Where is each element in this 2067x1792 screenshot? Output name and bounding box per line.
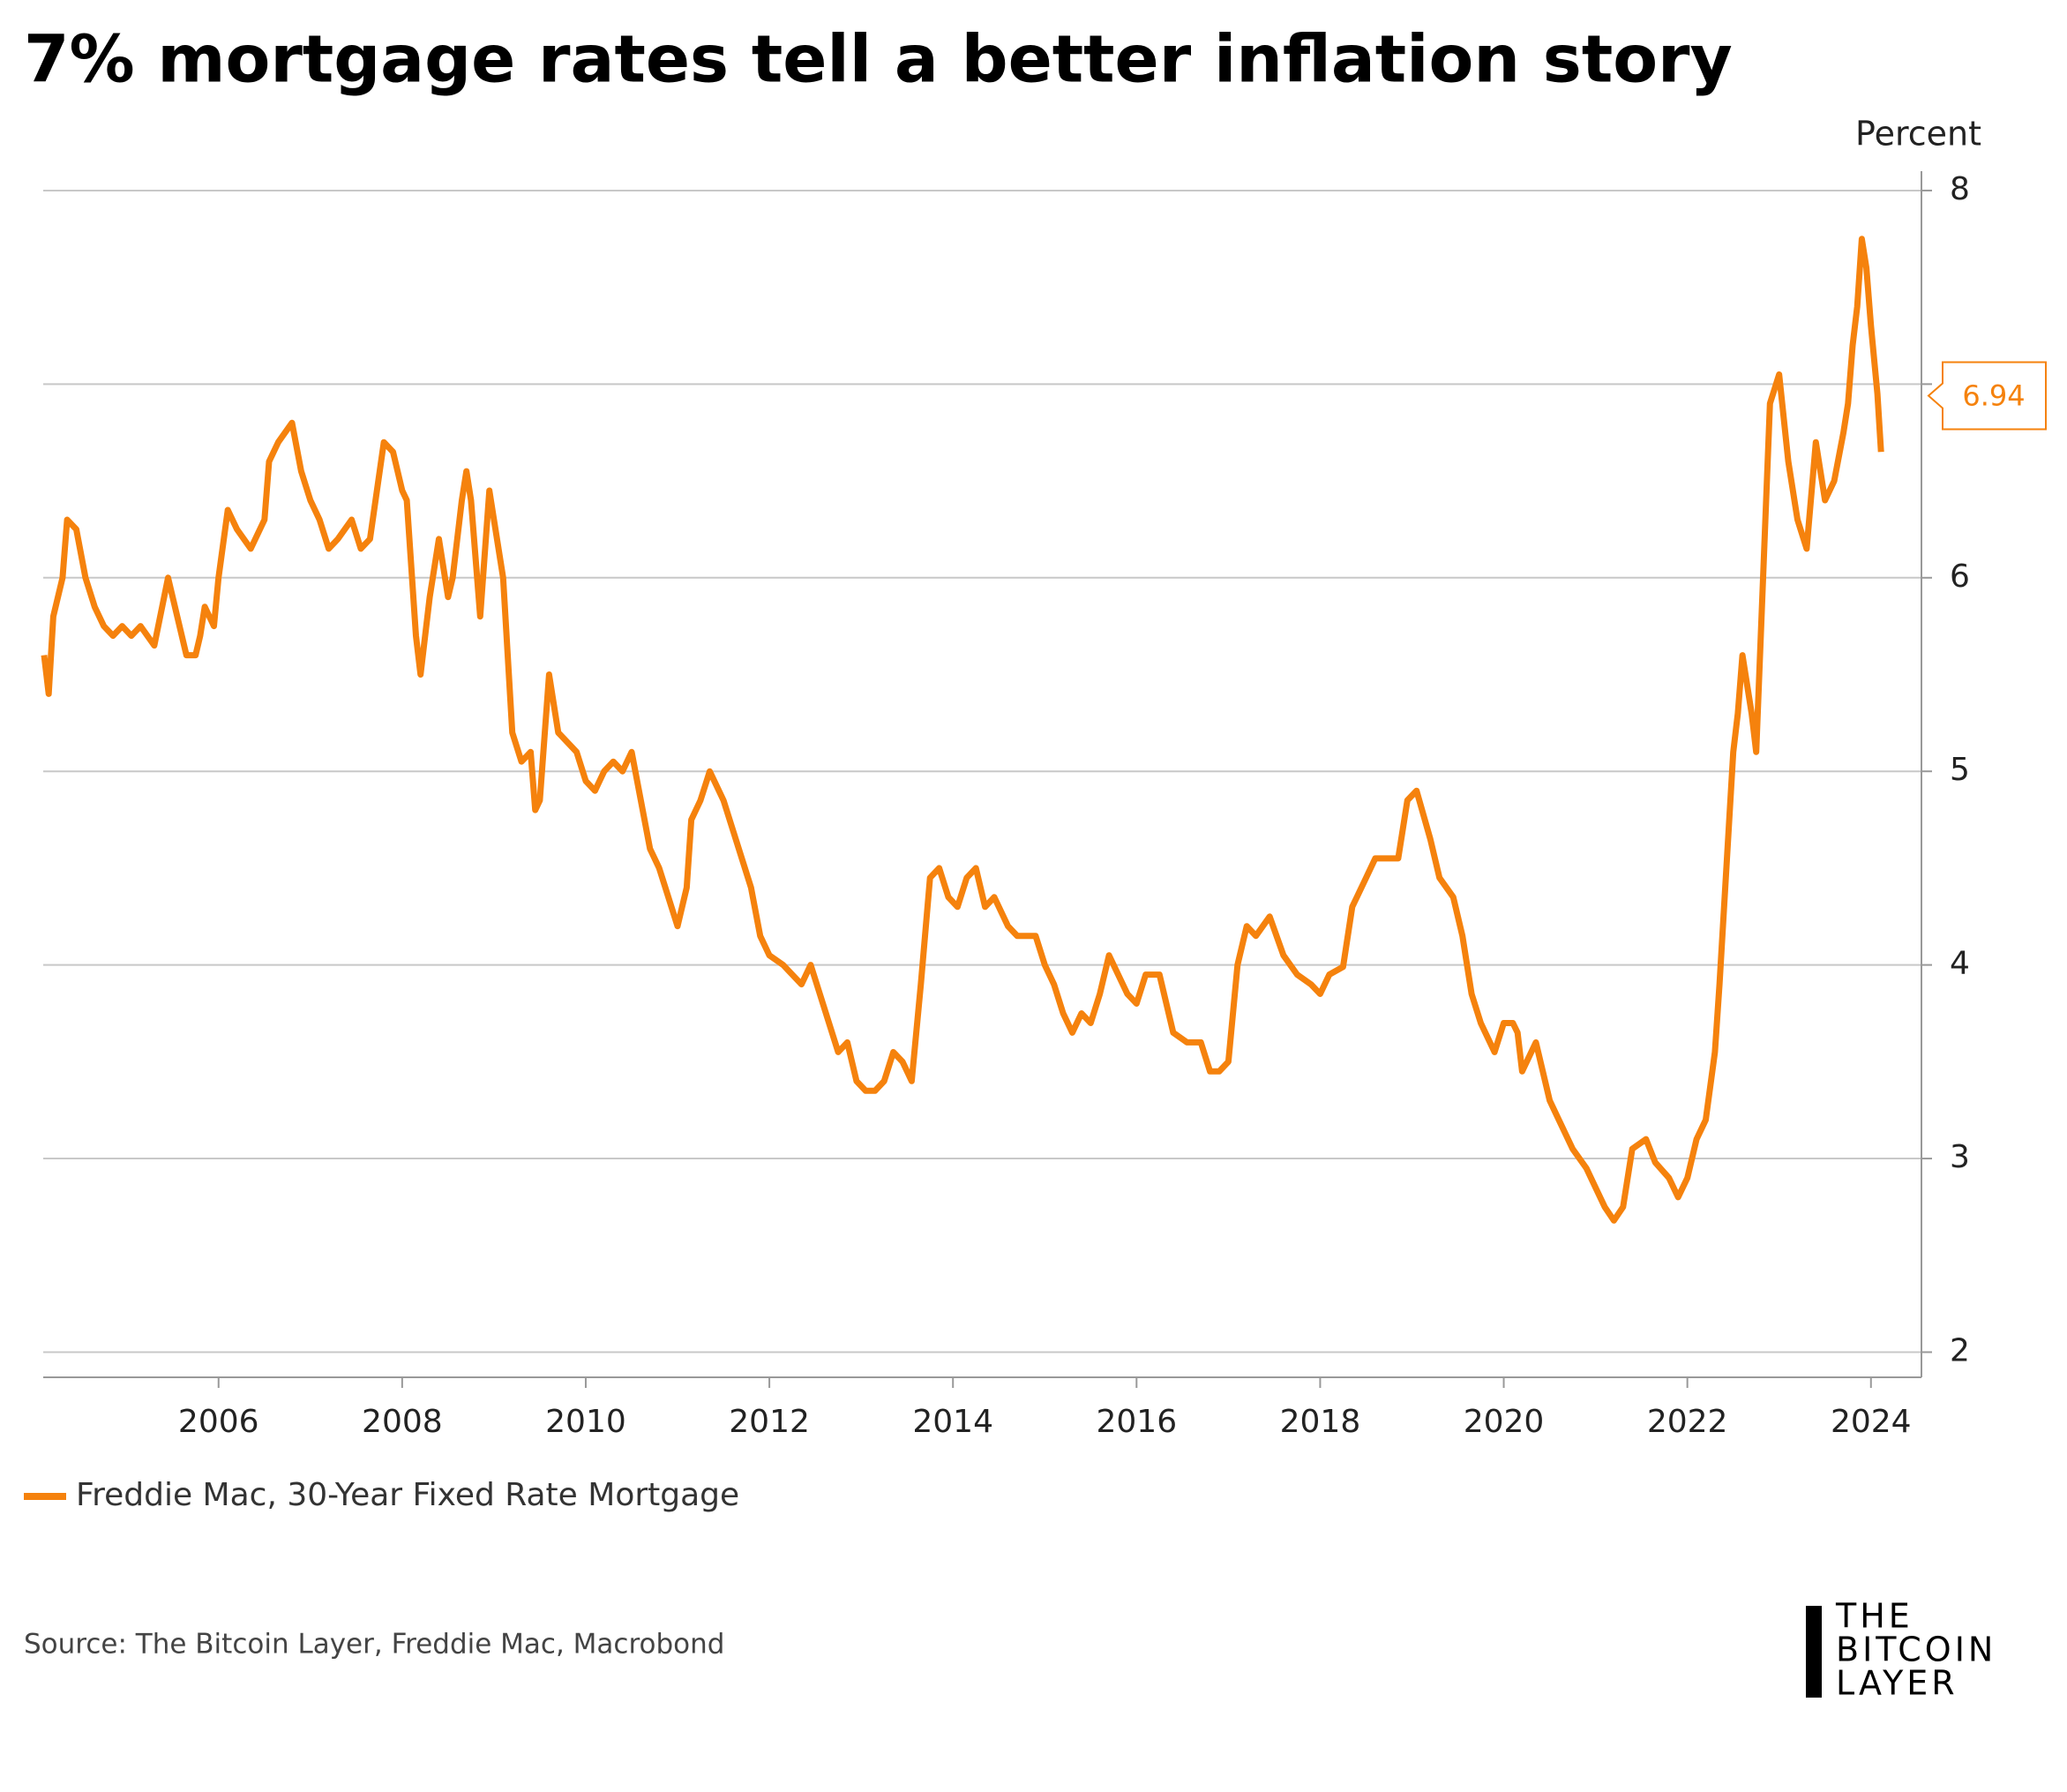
data-line [41, 236, 1884, 1224]
x-tick-label: 2016 [1097, 1404, 1178, 1440]
x-tick-label: 2014 [912, 1404, 993, 1440]
y-tick-label: 8 [1950, 171, 1970, 207]
x-tick-label: 2006 [178, 1404, 259, 1440]
y-tick-label: 2 [1950, 1332, 1970, 1368]
logo-text: THE [1835, 1597, 1913, 1636]
x-tick-label: 2010 [545, 1404, 626, 1440]
y-axis-unit: Percent [1855, 115, 1981, 154]
value-callout-label: 6.94 [1962, 379, 2025, 413]
y-tick-label: 3 [1950, 1139, 1970, 1175]
logo-bar [1806, 1606, 1822, 1698]
x-tick-label: 2018 [1280, 1404, 1361, 1440]
logo-text: LAYER [1836, 1664, 1958, 1703]
x-tick-label: 2024 [1831, 1404, 1912, 1440]
legend-label: Freddie Mac, 30-Year Fixed Rate Mortgage [76, 1477, 739, 1513]
x-tick-label: 2008 [362, 1404, 443, 1440]
y-tick-label: 5 [1950, 752, 1970, 788]
x-tick-label: 2020 [1464, 1404, 1545, 1440]
chart-title: 7% mortgage rates tell a better inflatio… [24, 22, 1733, 98]
source-note: Source: The Bitcoin Layer, Freddie Mac, … [24, 1629, 724, 1661]
x-tick-label: 2022 [1647, 1404, 1728, 1440]
x-tick-label: 2012 [729, 1404, 810, 1440]
y-tick-label: 6 [1950, 559, 1970, 595]
logo-text: BITCOIN [1836, 1631, 1996, 1669]
value-callout [1927, 361, 2047, 431]
y-tick-label: 4 [1950, 946, 1970, 982]
